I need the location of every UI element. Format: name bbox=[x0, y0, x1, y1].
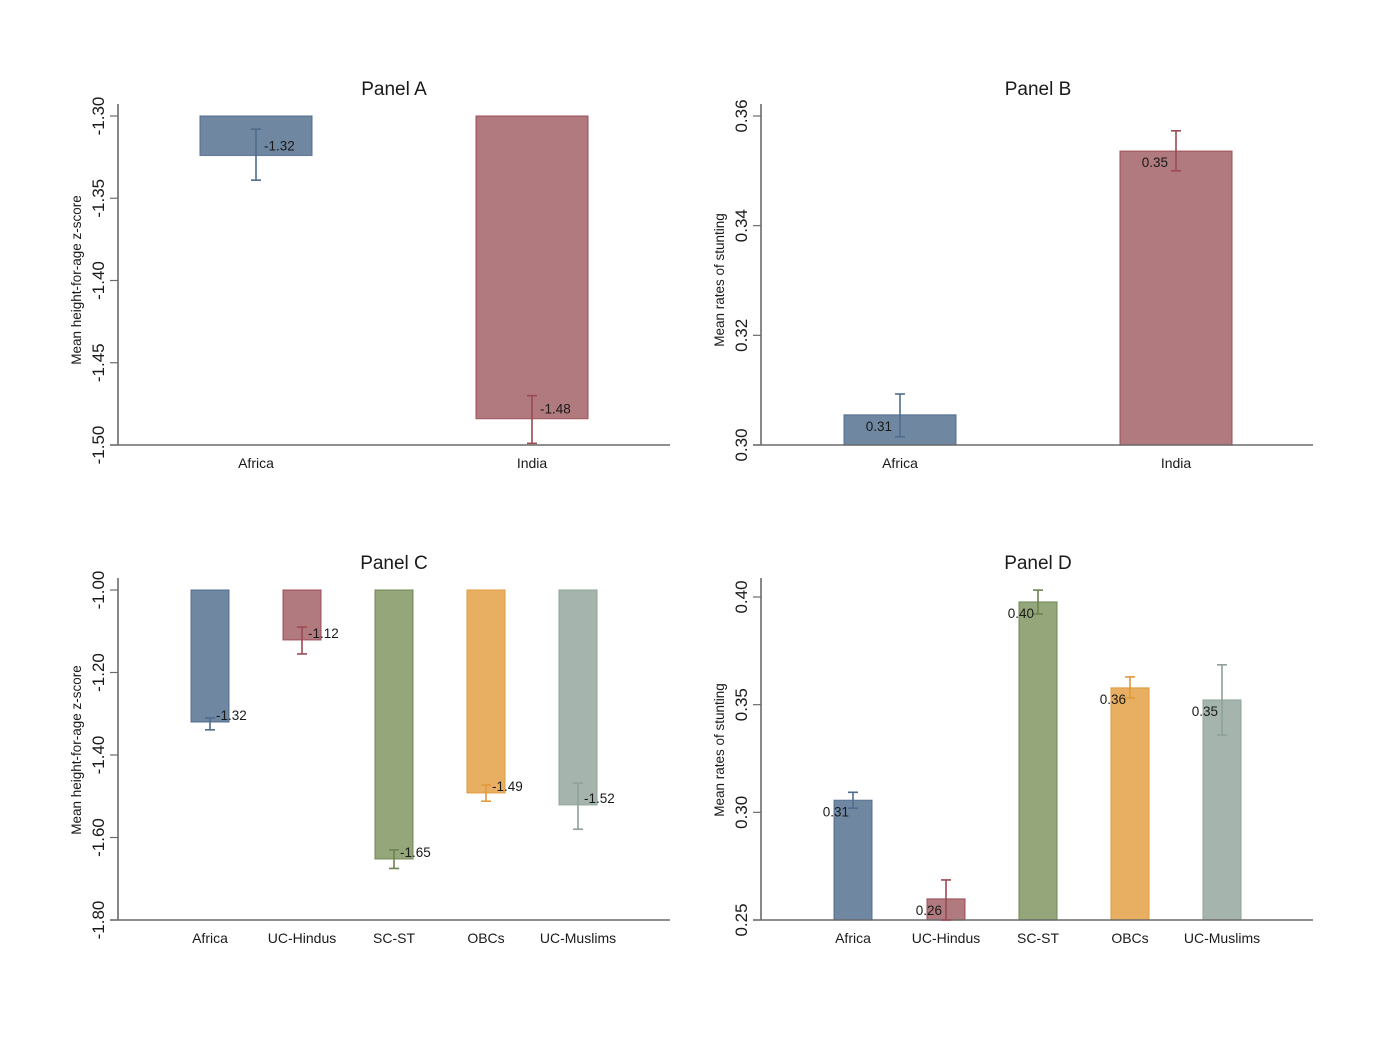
panel-a-data-label-india: -1.48 bbox=[540, 402, 571, 417]
panel-b-data-label-india: 0.35 bbox=[1142, 155, 1168, 170]
panel-a: Panel A Mean height-for-age z-score -1.3… bbox=[69, 79, 670, 471]
panel-d-y-tick-label: 0.35 bbox=[732, 688, 751, 721]
panel-d-error-bar-obcs bbox=[1125, 676, 1135, 699]
panel-a-error-bar-africa bbox=[251, 128, 261, 181]
panel-d-error-bar-uc-muslims bbox=[1217, 664, 1227, 736]
panel-d-data-label-uc-muslims: 0.35 bbox=[1192, 704, 1218, 719]
panel-a-y-tick-label: -1.50 bbox=[89, 426, 108, 465]
panel-a-title: Panel A bbox=[361, 79, 427, 100]
panel-b-bar-india bbox=[1119, 150, 1233, 446]
panel-c-data-label-uc-muslims: -1.52 bbox=[584, 791, 615, 806]
panel-b-x-tick-label: Africa bbox=[882, 455, 918, 471]
panel-c-x-tick-label: SC-ST bbox=[373, 930, 415, 946]
panel-b-y-tick-label: 0.36 bbox=[732, 99, 751, 132]
panel-d-x-tick-label: UC-Hindus bbox=[912, 930, 980, 946]
panel-c-x-tick-label: Africa bbox=[192, 930, 228, 946]
panel-b-y-tick-label: 0.32 bbox=[732, 319, 751, 352]
panel-c-x-tick-label: UC-Muslims bbox=[540, 930, 616, 946]
panel-d-bar-sc-st bbox=[1018, 601, 1058, 921]
panel-d-y-tick-label: 0.25 bbox=[732, 903, 751, 936]
panel-b-x-tick-label: India bbox=[1161, 455, 1192, 471]
panel-d-error-bar-africa bbox=[848, 791, 858, 810]
panel-c-error-bar-africa bbox=[205, 717, 215, 731]
panel-c-y-tick-label: -1.20 bbox=[89, 653, 108, 692]
panel-c-data-label-africa: -1.32 bbox=[216, 708, 247, 723]
panel-c-y-tick-label: -1.00 bbox=[89, 571, 108, 610]
panel-a-bar-india bbox=[475, 115, 589, 420]
panel-b-data-label-africa: 0.31 bbox=[866, 419, 892, 434]
panel-b: Panel B Mean rates of stunting 0.30 0.32 0… bbox=[712, 79, 1313, 471]
panel-d-data-label-obcs: 0.36 bbox=[1100, 692, 1126, 707]
panel-c-error-bar-uc-hindus bbox=[297, 626, 307, 655]
panel-c-y-axis-title: Mean height-for-age z-score bbox=[69, 665, 84, 835]
panel-c-bar-africa bbox=[190, 589, 230, 723]
panel-c-bar-obcs bbox=[466, 589, 506, 794]
panel-d-y-axis-title: Mean rates of stunting bbox=[712, 683, 727, 817]
panel-d-data-label-uc-hindus: 0.26 bbox=[916, 903, 942, 918]
panel-c-error-bar-sc-st bbox=[389, 849, 399, 870]
panel-c-error-bar-obcs bbox=[481, 784, 491, 803]
panel-d-error-bar-sc-st bbox=[1033, 589, 1043, 615]
panel-d-x-tick-label: SC-ST bbox=[1017, 930, 1059, 946]
panel-b-y-tick-label: 0.30 bbox=[732, 428, 751, 461]
panel-a-y-tick-label: -1.30 bbox=[89, 97, 108, 136]
panel-d-error-bar-uc-hindus bbox=[941, 879, 951, 921]
panel-a-y-axis-title: Mean height-for-age z-score bbox=[69, 195, 84, 365]
panel-c-y-tick-label: -1.80 bbox=[89, 901, 108, 940]
panel-d-x-tick-label: Africa bbox=[835, 930, 871, 946]
panel-a-y-tick-label: -1.40 bbox=[89, 261, 108, 300]
panel-a-data-label-africa: -1.32 bbox=[264, 138, 295, 153]
panel-d-data-label-sc-st: 0.40 bbox=[1008, 606, 1034, 621]
panel-c-x-tick-label: OBCs bbox=[467, 930, 504, 946]
panel-c-data-label-obcs: -1.49 bbox=[492, 779, 523, 794]
panel-b-error-bar-africa bbox=[895, 393, 905, 438]
panel-d-y-tick-label: 0.30 bbox=[732, 796, 751, 829]
panel-d-data-label-africa: 0.31 bbox=[823, 804, 849, 819]
panel-c-x-tick-label: UC-Hindus bbox=[268, 930, 336, 946]
panel-c: Panel C Mean height-for-age z-score -1.0… bbox=[69, 553, 670, 946]
panel-c-bar-sc-st bbox=[374, 589, 414, 860]
panel-c-y-tick-label: -1.40 bbox=[89, 736, 108, 775]
panel-b-title: Panel B bbox=[1005, 79, 1072, 100]
panel-d-bar-obcs bbox=[1110, 687, 1150, 921]
panel-a-x-tick-label: Africa bbox=[238, 455, 274, 471]
panel-c-data-label-uc-hindus: -1.12 bbox=[308, 626, 339, 641]
panel-b-y-axis-title: Mean rates of stunting bbox=[712, 213, 727, 347]
panel-d-x-tick-label: UC-Muslims bbox=[1184, 930, 1260, 946]
panel-b-error-bar-india bbox=[1171, 130, 1181, 172]
panel-d-y-tick-label: 0.40 bbox=[732, 580, 751, 613]
panel-c-bar-uc-muslims bbox=[558, 589, 598, 806]
panel-c-y-tick-label: -1.60 bbox=[89, 818, 108, 857]
panel-b-y-tick-label: 0.34 bbox=[732, 209, 751, 242]
panel-d-x-tick-label: OBCs bbox=[1111, 930, 1148, 946]
panel-a-x-tick-label: India bbox=[517, 455, 548, 471]
panel-d-title: Panel D bbox=[1004, 553, 1072, 574]
panel-a-y-tick-label: -1.35 bbox=[89, 179, 108, 218]
panel-c-data-label-sc-st: -1.65 bbox=[400, 845, 431, 860]
panel-a-error-bar-india bbox=[527, 394, 537, 445]
panel-a-y-tick-label: -1.45 bbox=[89, 343, 108, 382]
panel-c-title: Panel C bbox=[360, 553, 428, 574]
panel-c-error-bar-uc-muslims bbox=[573, 782, 583, 831]
panel-d: Panel D Mean rates of stunting 0.25 0.30 0… bbox=[712, 553, 1313, 946]
